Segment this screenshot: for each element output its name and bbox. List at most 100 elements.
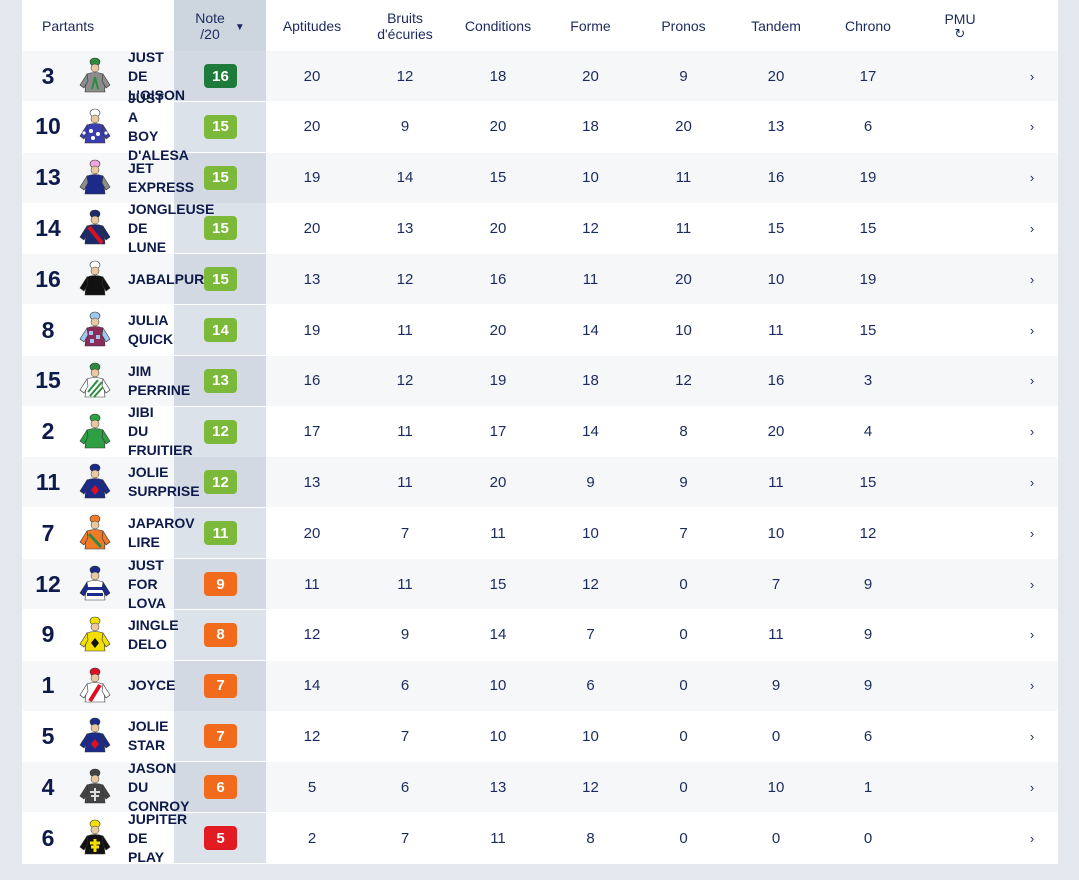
runner-number: 1 — [41, 672, 55, 699]
table-row[interactable]: 15 JIM PERRINE 13 16 12 19 18 12 16 3 › — [22, 355, 1058, 406]
refresh-icon[interactable]: ↻ — [954, 25, 966, 41]
chevron-right-icon[interactable]: › — [1029, 474, 1035, 490]
table-row[interactable]: 9 JINGLE DELO 8 12 9 14 7 0 11 9 › — [22, 609, 1058, 660]
cell-aptitudes: 20 — [303, 67, 321, 85]
cell-chrono: 0 — [863, 829, 873, 847]
note-badge: 5 — [204, 826, 237, 850]
table-row[interactable]: 7 JAPAROV LIRE 11 20 7 11 10 7 10 12 › — [22, 508, 1058, 559]
horse-name[interactable]: JET EXPRESS — [128, 159, 195, 195]
horse-name[interactable]: JOLIE STAR — [128, 718, 169, 754]
table-row[interactable]: 5 JOLIE STAR 7 12 7 10 10 0 0 6 › — [22, 711, 1058, 762]
cell-bruits: 6 — [400, 778, 410, 796]
horse-name[interactable]: JOLIE SURPRISE — [128, 464, 200, 500]
chevron-right-icon[interactable]: › — [1029, 525, 1035, 541]
cell-forme: 10 — [582, 169, 599, 187]
cell-aptitudes: 17 — [303, 423, 321, 441]
horse-name[interactable]: JOYCE — [128, 677, 176, 694]
chevron-right-icon[interactable]: › — [1029, 678, 1035, 694]
cell-aptitudes: 12 — [303, 626, 321, 644]
cell-pronos: 0 — [679, 626, 688, 644]
cell-pronos: 9 — [679, 67, 688, 85]
note-badge: 15 — [204, 114, 237, 139]
horse-name[interactable]: JIBI DU FRUITIER — [128, 404, 193, 459]
header-pmu-label: PMU — [944, 10, 976, 27]
chevron-right-icon[interactable]: › — [1029, 271, 1035, 287]
horse-name[interactable]: JUST FOR LOVA — [128, 556, 166, 611]
chevron-right-icon[interactable]: › — [1029, 830, 1035, 846]
chevron-right-icon[interactable]: › — [1029, 627, 1035, 643]
cell-conditions: 20 — [489, 118, 507, 136]
cell-conditions: 18 — [489, 67, 507, 85]
jockey-silk-icon — [76, 717, 114, 755]
table-row[interactable]: 16 JABALPUR 15 13 12 16 11 20 10 19 › — [22, 254, 1058, 305]
horse-name[interactable]: JINGLE DELO — [128, 616, 179, 652]
cell-tandem: 9 — [771, 677, 781, 695]
chevron-right-icon[interactable]: › — [1029, 170, 1035, 186]
table-row[interactable]: 3 JUST DE L'OISON 16 20 12 18 20 9 20 17 › — [22, 48, 1058, 103]
table-row[interactable]: 12 JUST FOR LOVA 9 11 11 15 12 0 7 9 › — [22, 556, 1058, 611]
cell-bruits: 12 — [396, 270, 414, 288]
chevron-right-icon[interactable]: › — [1029, 373, 1035, 389]
cell-chrono: 19 — [859, 169, 877, 187]
cell-aptitudes: 5 — [307, 778, 317, 796]
cell-bruits: 11 — [397, 575, 413, 593]
header-bruits-label-1: Bruits — [387, 9, 423, 26]
chevron-right-icon[interactable]: › — [1029, 220, 1035, 236]
horse-name[interactable]: JABALPUR — [128, 270, 205, 287]
cell-forme: 10 — [582, 524, 599, 542]
cell-pronos: 0 — [679, 727, 688, 745]
chevron-right-icon[interactable]: › — [1029, 576, 1035, 592]
table-row[interactable]: 1 JOYCE 7 14 6 10 6 0 9 9 › — [22, 660, 1058, 711]
chevron-right-icon[interactable]: › — [1029, 119, 1035, 135]
horse-name[interactable]: JAPAROV LIRE — [128, 515, 195, 551]
table-row[interactable]: 8 JULIA QUICK 14 19 11 20 14 10 11 15 › — [22, 305, 1058, 355]
cell-tandem: 10 — [767, 524, 785, 542]
table-row[interactable]: 4 JASON DU CONROY 6 5 6 13 12 0 10 1 › — [22, 759, 1058, 814]
horse-name[interactable]: JUPITER DE PLAY — [128, 810, 188, 865]
note-badge: 6 — [204, 775, 237, 800]
table-row[interactable]: 14 JONGLEUSE DE LUNE 15 20 13 20 12 11 15 15 › — [22, 200, 1058, 255]
horse-name[interactable]: JONGLEUSE DE LUNE — [128, 200, 215, 255]
chevron-right-icon[interactable]: › — [1029, 779, 1035, 795]
horse-name[interactable]: JASON DU CONROY — [128, 759, 190, 814]
table-row[interactable]: 11 JOLIE SURPRISE 12 13 11 20 9 9 11 15 › — [22, 457, 1058, 508]
cell-bruits: 9 — [400, 626, 410, 644]
header-note-sort[interactable]: Note /20 ▼ — [174, 0, 266, 51]
cell-forme: 12 — [582, 219, 599, 237]
cell-bruits: 11 — [397, 473, 413, 491]
table-row[interactable]: 6 JUPITER DE PLAY 5 2 7 11 8 0 0 0 › — [22, 810, 1058, 865]
header-aptitudes: Aptitudes — [266, 0, 358, 51]
horse-name[interactable]: JIM PERRINE — [128, 362, 191, 398]
jockey-silk-icon — [76, 108, 114, 146]
horse-name[interactable]: JULIA QUICK — [128, 312, 174, 347]
cell-chrono: 19 — [859, 270, 877, 288]
table-row[interactable]: 10JUST A BOY D'ALESA15209201820136› — [22, 90, 1058, 163]
cell-chrono: 1 — [863, 778, 873, 796]
cell-aptitudes: 20 — [303, 118, 321, 136]
cell-tandem: 20 — [767, 67, 785, 85]
chevron-right-icon[interactable]: › — [1029, 68, 1035, 84]
cell-conditions: 10 — [489, 677, 507, 695]
cell-chrono: 9 — [863, 575, 873, 593]
chevron-right-icon[interactable]: › — [1029, 728, 1035, 744]
header-bruits-label-2: d'écuries — [377, 25, 433, 42]
header-tandem: Tandem — [730, 0, 822, 51]
chevron-right-icon[interactable]: › — [1029, 322, 1035, 338]
cell-conditions: 19 — [489, 372, 507, 390]
table-row[interactable]: 13 JET EXPRESS 15 19 14 15 10 11 16 19 › — [22, 152, 1058, 203]
cell-forme: 6 — [586, 677, 595, 695]
header-note-scale: /20 — [200, 25, 220, 42]
cell-tandem: 0 — [771, 829, 781, 847]
jockey-silk-icon — [76, 565, 114, 603]
cell-chrono: 9 — [863, 677, 873, 695]
cell-pronos: 12 — [675, 372, 692, 390]
jockey-silk-icon — [76, 819, 114, 857]
jockey-silk-icon — [76, 362, 114, 400]
runner-number: 16 — [35, 265, 61, 292]
chevron-right-icon[interactable]: › — [1029, 424, 1035, 440]
runner-number: 11 — [35, 468, 61, 495]
horse-name[interactable]: JUST DE L'OISON — [128, 48, 185, 103]
table-row[interactable]: 2 JIBI DU FRUITIER 12 17 11 17 14 8 20 4 › — [22, 404, 1058, 459]
cell-conditions: 11 — [490, 829, 506, 847]
cell-bruits: 11 — [397, 423, 413, 441]
